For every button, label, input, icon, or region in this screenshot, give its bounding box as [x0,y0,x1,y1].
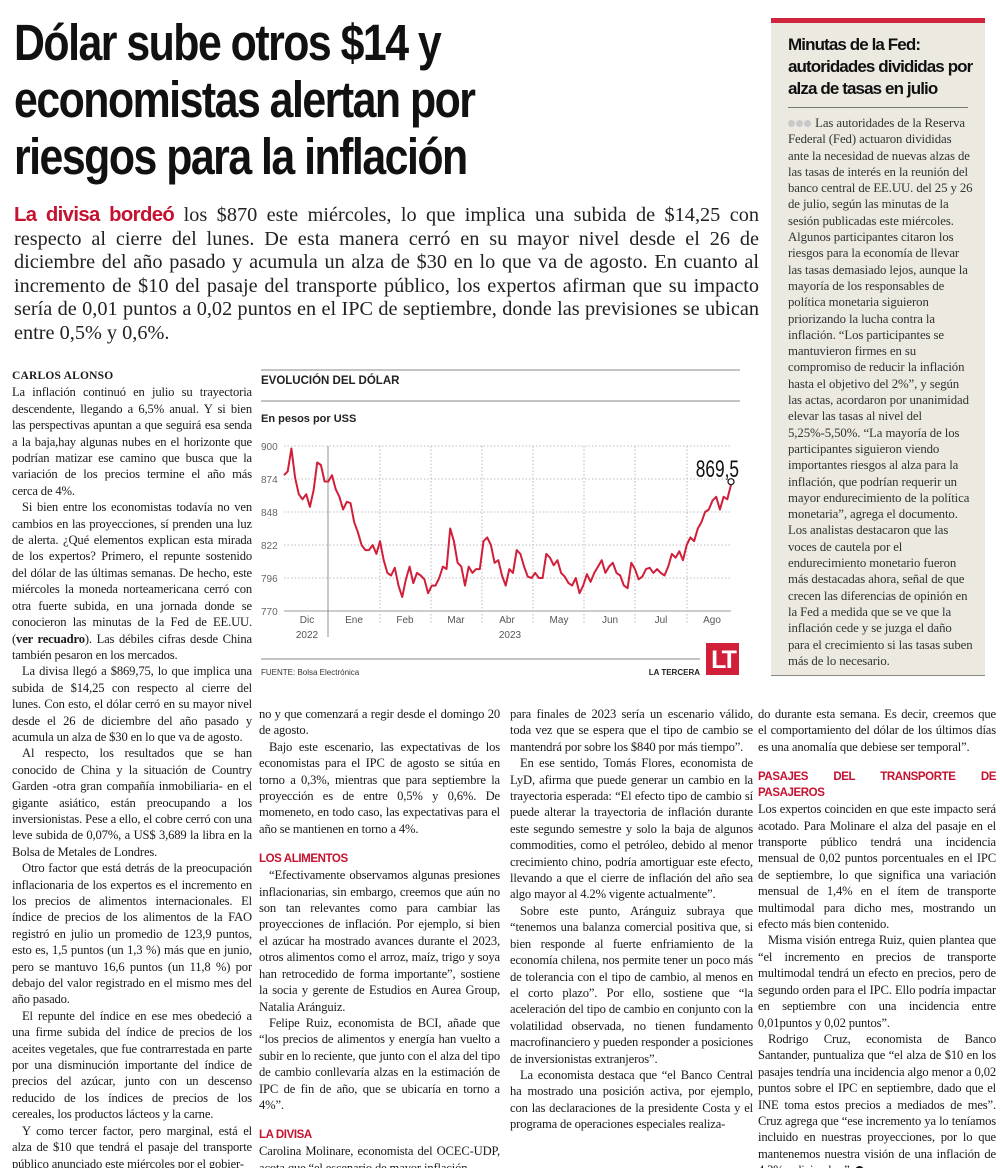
paragraph: Misma visión entrega Ruiz, quien plantea… [758,933,996,1030]
headline-line: economistas alertan por [14,71,476,128]
paragraph: para finales de 2023 sería un escenario … [510,707,753,754]
chart-subtitle: En pesos por USS [261,413,356,425]
year-label: 2023 [499,630,522,641]
headline-line: riesgos para la inflación [14,128,468,185]
article-column-4: do durante esta semana. Es decir, creemo… [758,706,996,1168]
x-tick-label: Ago [703,615,721,626]
y-tick-label: 770 [261,607,278,618]
lead-highlight: La divisa bordeó [14,204,175,226]
y-tick-label: 822 [261,541,278,552]
sidebar-body: Las autoridades de la Reserva Federal (F… [788,115,974,669]
paragraph-text: ). Las débiles cifras desde China tambié… [12,631,252,662]
sidebar-box: Minutas de la Fed: autoridades divididas… [771,18,985,676]
paragraph: “Efectivamente observamos algunas presio… [259,868,500,1014]
subheading-divisa: LA DIVISA [259,1129,312,1142]
paragraph: Al respecto, los resultados que se han c… [12,746,252,859]
paragraph: Otro factor que está detrás de la preocu… [12,861,252,1007]
logo-box [706,643,739,675]
y-tick-label: 900 [261,442,278,453]
paragraph: Sobre este punto, Aránguiz subraya que “… [510,903,753,1066]
year-label: 2022 [296,630,319,641]
paragraph-text: Rodrigo Cruz, economista de Banco Santan… [758,1031,996,1168]
paragraph: Carolina Molinare, economista del OCEC-U… [259,1144,500,1168]
last-value-label: 869,5 [696,456,739,482]
sidebar-divider [788,107,968,108]
paragraph: do durante esta semana. Es decir, creemo… [758,707,996,754]
paragraph-text: Si bien entre los economistas todavía no… [12,500,252,646]
paragraph: Y como tercer factor, pero marginal, est… [12,1123,252,1168]
x-tick-label: Ene [345,615,363,626]
sidebar-text: Las autoridades de la Reserva Federal (F… [788,116,973,668]
headline-line: Dólar sube otros $14 y [14,14,442,71]
x-tick-label: Dic [300,615,314,626]
paragraph: La economista destaca que “el Banco Cent… [510,1067,753,1132]
y-tick-label: 796 [261,574,278,585]
end-mark-icon [854,1166,864,1168]
paragraph: Los expertos coinciden en que este impac… [758,802,996,932]
x-tick-label: Abr [499,615,515,626]
paragraph: La divisa llegó a $869,75, lo que implic… [12,664,252,744]
dollar-chart: EVOLUCIÓN DEL DÓLAR En pesos por USS 900 87… [255,365,755,685]
series-line-dolar [283,447,732,598]
subheading-alimentos: LOS ALIMENTOS [259,853,348,866]
y-tick-label: 848 [261,508,278,519]
last-value-marker [727,478,735,486]
x-tick-label: Feb [396,615,414,626]
x-tick-label: May [550,615,569,626]
chart-title: EVOLUCIÓN DEL DÓLAR [261,374,400,387]
paragraph: La inflación continuó en julio su trayec… [12,385,252,498]
see-box-link[interactable]: ver recuadro [16,631,85,646]
paragraph: Bajo este escenario, las expectativas de… [259,739,500,836]
paragraph: El repunte del índice en ese mes obedeci… [12,1008,252,1122]
paragraph: Si bien entre los economistas todavía no… [12,499,252,663]
paragraph: En ese sentido, Tomás Flores, economista… [510,756,753,902]
dots-icon [788,115,812,127]
x-tick-label: Jul [655,615,668,626]
sidebar-title: Minutas de la Fed: autoridades divididas… [788,35,973,98]
lead-paragraph: La divisa bordeó los $870 este miércoles… [14,204,759,346]
x-tick-label: Jun [602,615,618,626]
logo-lt: LT [711,646,736,674]
chart-svg: EVOLUCIÓN DEL DÓLAR En pesos por USS 900 87… [261,369,740,677]
byline: CARLOS ALONSO [12,370,114,382]
lead-text: los $870 este miércoles, lo que implica … [14,204,759,344]
x-tick-label: Mar [447,615,465,626]
paragraph: Felipe Ruiz, economista de BCI, añade qu… [259,1015,500,1112]
source-label: FUENTE: Bolsa Electrónica [261,668,360,677]
brand-label: LA TERCERA [649,668,700,677]
paragraph: no y que comenzará a regir desde el domi… [259,707,500,738]
y-tick-label: 874 [261,475,278,486]
subheading-pasajes: PASAJES DEL TRANSPORTE DE PASAJEROS [758,771,996,800]
article-column-1: CARLOS ALONSO La inflación continuó en j… [12,368,252,1168]
headline: Dólar sube otros $14 y economistas alert… [14,14,770,185]
article-column-2: no y que comenzará a regir desde el domi… [259,706,500,1168]
paragraph: Rodrigo Cruz, economista de Banco Santan… [758,1031,996,1168]
article-column-3: para finales de 2023 sería un escenario … [510,706,753,1168]
